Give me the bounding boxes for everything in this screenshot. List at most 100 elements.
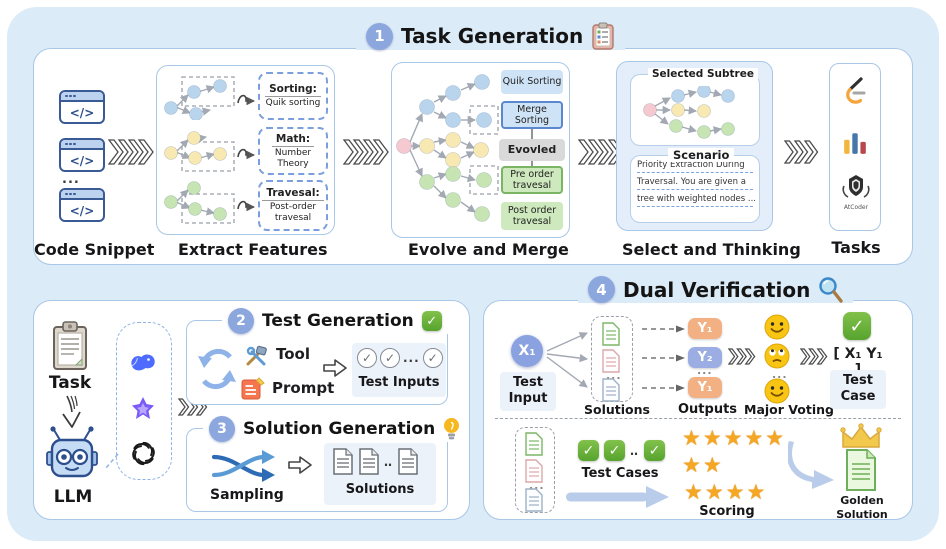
scenario-line: Priority Extraction During xyxy=(637,160,753,173)
document-icon xyxy=(602,378,620,402)
voting-ellipsis: ... xyxy=(772,368,788,381)
document-icon xyxy=(359,448,379,475)
fan-arrows xyxy=(546,332,589,388)
stage2-badge: 2 xyxy=(228,308,254,334)
magnifier-icon xyxy=(819,277,844,303)
bulb-icon xyxy=(444,418,460,440)
document-icon xyxy=(602,322,620,346)
circle-check-icon: ✓ xyxy=(380,348,400,368)
major-voting-label: Major Voting xyxy=(744,402,834,417)
scenario-title: Scenario xyxy=(668,148,735,162)
circle-check-icon: ✓ xyxy=(422,348,443,368)
document-icon xyxy=(525,432,543,456)
check-badge-icon: ✓ xyxy=(578,440,599,461)
atcoder-wordmark: AtCoder xyxy=(844,204,869,211)
openai-icon xyxy=(132,441,155,466)
golden-solution-doc-icon xyxy=(846,449,876,491)
scenario-line: Traversal. You are given a xyxy=(637,177,753,190)
code-window-3: </> xyxy=(59,188,105,222)
crown-icon xyxy=(840,423,882,448)
feature-box-sorting: Sorting: Quik sorting xyxy=(258,72,328,120)
llm-robot-icon xyxy=(46,426,98,478)
curl-arrow-icon xyxy=(237,200,256,212)
stage4-title-text: Dual Verification xyxy=(623,277,811,302)
checks-ellipsis: ... xyxy=(403,351,420,365)
curl-arrow-icon xyxy=(237,148,256,160)
chevrons-icon xyxy=(343,139,389,165)
code-ellipsis: ... xyxy=(62,172,80,187)
evolve-tag-evolved: Evovled xyxy=(499,139,565,161)
evolve-tag-preorder: Pre order travesal xyxy=(501,166,563,194)
chevrons-icon xyxy=(800,348,828,365)
star-row-3: ★★★★ xyxy=(684,480,768,504)
leetcode-icon xyxy=(846,77,866,104)
check-badge-icon: ✓ xyxy=(843,312,871,340)
scoring-label: Scoring xyxy=(699,504,755,519)
chevrons-icon xyxy=(784,140,819,164)
outline-arrow-icon xyxy=(288,456,312,474)
divider xyxy=(495,418,901,419)
subtree-tree xyxy=(643,86,735,139)
feature-category: Sorting: xyxy=(265,83,321,98)
feature-category: Math: xyxy=(271,133,315,147)
outputs-ellipsis: ... xyxy=(697,364,713,377)
down-arrow-icon xyxy=(62,395,81,428)
code-window-1: </> xyxy=(59,90,105,124)
feature-category: Travesal: xyxy=(262,187,324,202)
chevrons-icon xyxy=(108,139,154,165)
star-row-1: ★★★★★ xyxy=(682,426,787,450)
golden-solution-label: Golden Solution xyxy=(836,494,888,521)
feature-tree-green xyxy=(164,181,235,224)
thick-arrow-icon xyxy=(566,486,669,508)
docs-ellipsis: ‥ xyxy=(384,454,394,469)
output-y1: Y₁ xyxy=(688,318,722,339)
check-badge-icon: ✓ xyxy=(604,440,625,461)
stage2-title: 2 Test Generation ✓ xyxy=(222,308,448,334)
prompt-label: Prompt xyxy=(272,379,335,397)
atcoder-icon: AtCoder xyxy=(842,175,870,211)
stage4-badge: 4 xyxy=(588,276,615,303)
solutions-col-label: Solutions xyxy=(584,402,650,417)
dashed-arrows xyxy=(642,325,685,392)
feature-tree-yellow xyxy=(164,131,235,172)
check-badge-icon: ✓ xyxy=(644,440,666,461)
code-glyph: </> xyxy=(69,106,95,120)
circle-check-icon: ✓ xyxy=(357,348,377,368)
chevrons-icon xyxy=(728,348,756,365)
code-glyph: </> xyxy=(69,204,95,218)
tasks-label: Tasks xyxy=(831,238,881,257)
clipboard-check-icon xyxy=(592,22,614,50)
feature-value: Quik sorting xyxy=(265,98,321,109)
star-row-2: ★★ xyxy=(682,453,724,477)
test-case-label: Test Case xyxy=(830,370,886,409)
solutions-label: Solutions xyxy=(345,482,415,497)
stage3-title: 3 Solution Generation xyxy=(203,416,467,442)
test-inputs-label: Test Inputs xyxy=(358,375,440,390)
outputs-label: Outputs xyxy=(678,402,738,417)
codeforces-icon xyxy=(844,133,866,154)
document-icon xyxy=(525,488,543,512)
curved-arrow-icon xyxy=(788,441,834,489)
document-icon xyxy=(398,448,418,475)
stage1-badge: 1 xyxy=(366,22,393,50)
feature-box-traversal: Travesal: Post-order travesal xyxy=(258,180,328,231)
shuffle-icon xyxy=(212,450,275,482)
happy-face-icon xyxy=(764,378,790,404)
task-label: Task xyxy=(48,373,92,393)
prompt-icon xyxy=(241,377,265,400)
bubble-tail xyxy=(105,453,119,469)
code-snippet-label: Code Snippet xyxy=(34,240,155,259)
tool-label: Tool xyxy=(276,345,310,363)
solutions-dashed-box-2 xyxy=(515,427,555,513)
evolve-tag-merge: Merge Sorting xyxy=(501,101,563,129)
x1-node: X₁ xyxy=(511,335,543,367)
evolve-tag-quik: Quik Sorting xyxy=(501,70,563,94)
check-badge-icon: ✓ xyxy=(421,311,442,331)
test-cases-label: Test Cases xyxy=(581,466,659,481)
stage3-title-text: Solution Generation xyxy=(243,419,436,439)
task-clipboard-icon xyxy=(53,321,87,370)
extract-features-label: Extract Features xyxy=(178,240,328,259)
stage1-title: 1 Task Generation xyxy=(356,22,626,50)
stage2-title-text: Test Generation xyxy=(262,311,414,331)
code-glyph: </> xyxy=(69,154,95,168)
